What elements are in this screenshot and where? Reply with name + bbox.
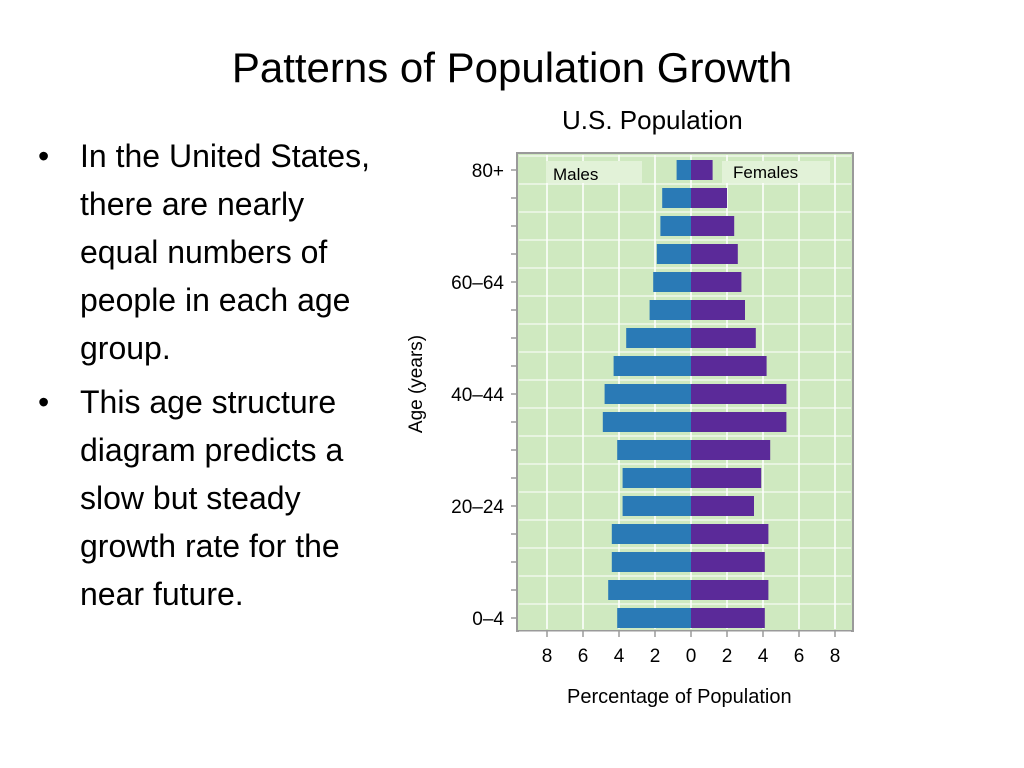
male-bar	[617, 440, 691, 460]
female-bar	[691, 272, 742, 292]
legend-females-label: Females	[733, 163, 798, 182]
x-tick-label: 8	[542, 646, 553, 667]
bullet-text: In the United States, there are nearly e…	[80, 138, 370, 366]
bullet-text: This age structure diagram predicts a sl…	[80, 384, 344, 612]
legend-females-box	[722, 161, 830, 183]
x-tick-label: 2	[650, 646, 661, 667]
male-bar	[611, 524, 691, 544]
male-bar	[656, 244, 691, 264]
age-tick-label: 40–44	[451, 385, 504, 406]
x-tick-label: 6	[794, 646, 805, 667]
x-tick-label: 8	[830, 646, 841, 667]
age-tick-label: 60–64	[451, 273, 504, 294]
x-tick-label: 4	[614, 646, 625, 667]
bullet-list: • In the United States, there are nearly…	[38, 132, 378, 624]
female-bar	[691, 160, 713, 180]
age-tick-label: 20–24	[451, 497, 504, 518]
male-bar	[622, 468, 691, 488]
male-bar	[604, 384, 691, 404]
bullet-dot-icon: •	[38, 384, 50, 420]
female-bar	[691, 552, 765, 572]
male-bar	[626, 328, 691, 348]
x-axis-label: Percentage of Population	[567, 686, 792, 708]
female-bar	[691, 384, 787, 404]
male-bar	[608, 580, 691, 600]
female-bar	[691, 496, 754, 516]
male-bar	[662, 188, 691, 208]
male-bar	[611, 552, 691, 572]
female-bar	[691, 524, 769, 544]
x-tick-label: 4	[758, 646, 769, 667]
male-bar	[649, 300, 691, 320]
x-tick-label: 2	[722, 646, 733, 667]
x-tick-label: 0	[686, 646, 697, 667]
male-bar	[602, 412, 691, 432]
female-bar	[691, 468, 762, 488]
chart-title: U.S. Population	[562, 105, 743, 135]
male-bar	[660, 216, 691, 236]
legend-males-box	[546, 161, 642, 183]
male-bar	[676, 160, 691, 180]
x-tick-label: 6	[578, 646, 589, 667]
female-bar	[691, 580, 769, 600]
male-bar	[617, 608, 691, 628]
female-bar	[691, 608, 765, 628]
slide-title: Patterns of Population Growth	[231, 44, 793, 91]
female-bar	[691, 216, 735, 236]
bullet-item: • In the United States, there are nearly…	[38, 132, 378, 372]
female-bar	[691, 244, 738, 264]
legend-males-label: Males	[553, 165, 598, 184]
female-bar	[691, 300, 745, 320]
male-bar	[613, 356, 691, 376]
female-bar	[691, 328, 756, 348]
male-bar	[653, 272, 691, 292]
female-bar	[691, 188, 727, 208]
female-bar	[691, 356, 767, 376]
bullet-dot-icon: •	[38, 138, 50, 174]
male-bar	[622, 496, 691, 516]
female-bar	[691, 412, 787, 432]
age-tick-label: 80+	[472, 161, 504, 182]
bullet-item: • This age structure diagram predicts a …	[38, 378, 378, 618]
age-tick-label: 0–4	[472, 609, 504, 630]
female-bar	[691, 440, 771, 460]
